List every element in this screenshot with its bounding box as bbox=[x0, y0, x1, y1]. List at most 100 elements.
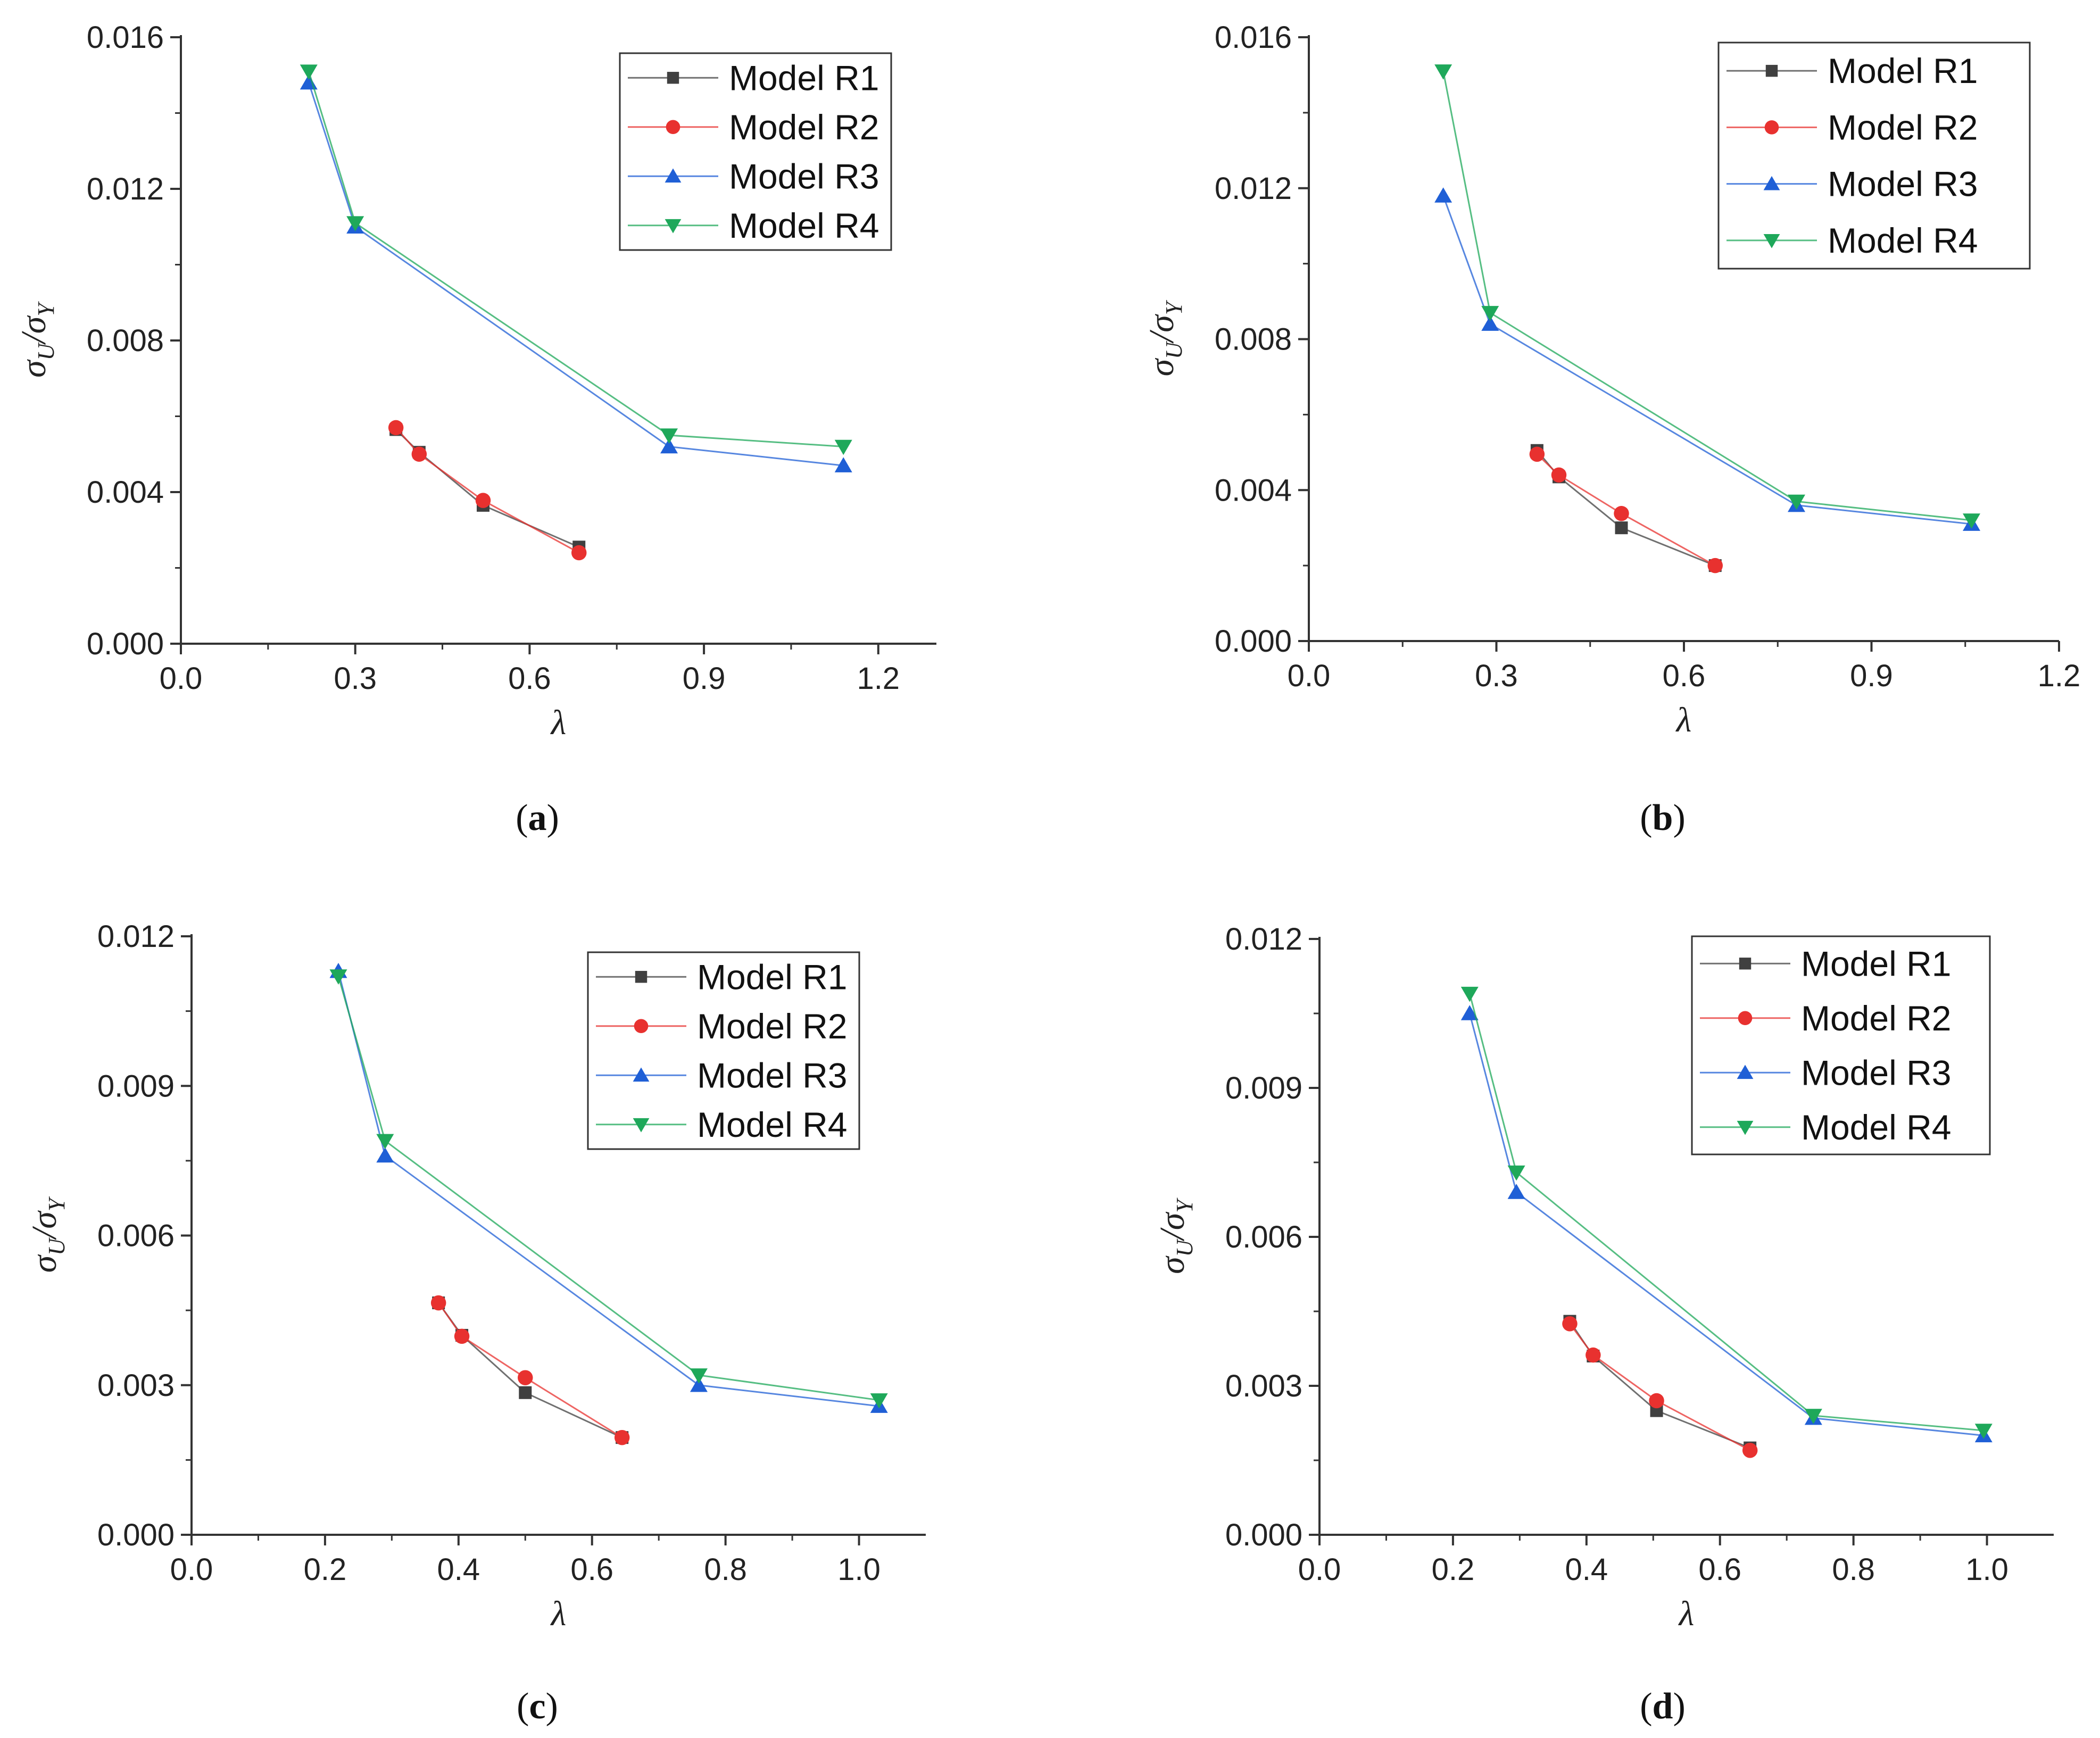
x-tick-label: 0.6 bbox=[508, 661, 551, 696]
x-tick-label: 0.0 bbox=[170, 1552, 213, 1587]
panel-caption: (b) bbox=[1640, 797, 1686, 838]
y-axis-label: σU/σY bbox=[1153, 1198, 1198, 1274]
data-point bbox=[1507, 1184, 1525, 1199]
legend-marker bbox=[667, 72, 679, 84]
data-point bbox=[1614, 505, 1629, 521]
legend-marker bbox=[1764, 120, 1779, 135]
x-tick-label: 0.9 bbox=[683, 661, 726, 696]
data-point bbox=[1562, 1316, 1578, 1332]
y-tick-label: 0.004 bbox=[87, 475, 164, 510]
x-tick-label: 0.0 bbox=[160, 661, 203, 696]
legend-label: Model R4 bbox=[697, 1105, 847, 1144]
data-point bbox=[690, 1377, 708, 1392]
legend-marker bbox=[1739, 958, 1752, 970]
series-line bbox=[1442, 71, 1972, 521]
data-point bbox=[1551, 467, 1567, 483]
legend-box bbox=[1717, 41, 2031, 270]
x-tick-label: 0.4 bbox=[1565, 1552, 1608, 1587]
data-point bbox=[1742, 1443, 1758, 1458]
legend-label: Model R4 bbox=[1828, 221, 1978, 260]
y-tick-label: 0.006 bbox=[1225, 1220, 1302, 1254]
legend: Model R1 Model R2 Model R3 Model R4 bbox=[587, 951, 860, 1150]
data-point bbox=[1963, 513, 1980, 529]
series-line bbox=[308, 82, 844, 467]
x-tick-label: 0.9 bbox=[1850, 659, 1893, 693]
y-tick-label: 0.000 bbox=[97, 1518, 175, 1552]
data-point bbox=[376, 1147, 394, 1163]
series-line bbox=[395, 427, 579, 554]
series-r1 bbox=[1563, 1315, 1757, 1454]
legend-marker bbox=[1737, 1120, 1754, 1135]
series-r4 bbox=[1460, 986, 1993, 1439]
series-line bbox=[308, 71, 844, 447]
x-tick-label: 0.6 bbox=[1663, 659, 1706, 693]
legend-label: Model R2 bbox=[1801, 999, 1951, 1038]
legend-marker bbox=[1765, 64, 1778, 77]
series-r1 bbox=[389, 423, 586, 554]
panel-caption: (c) bbox=[517, 1686, 558, 1727]
legend-label: Model R2 bbox=[697, 1007, 847, 1046]
x-tick-label: 0.6 bbox=[570, 1552, 613, 1587]
legend-box bbox=[619, 52, 892, 251]
y-tick-label: 0.006 bbox=[97, 1219, 175, 1253]
panel-caption: (d) bbox=[1640, 1686, 1686, 1727]
data-point bbox=[1481, 306, 1499, 321]
legend: Model R1 Model R2 Model R3 Model R4 bbox=[619, 52, 892, 251]
legend-marker bbox=[1737, 1065, 1754, 1079]
data-point bbox=[1481, 315, 1499, 331]
data-point bbox=[834, 439, 852, 455]
legend-box bbox=[1691, 935, 1991, 1155]
x-tick-label: 0.3 bbox=[334, 661, 377, 696]
legend-marker bbox=[635, 971, 648, 983]
legend-marker bbox=[1738, 1011, 1753, 1026]
legend-label: Model R4 bbox=[729, 206, 879, 245]
chart-panel-d: 0.0 0.2 0.4 0.6 0.8 1.0 0.000 0.003 0.006 0.009 0.… bbox=[1153, 922, 2054, 1727]
data-point bbox=[1434, 187, 1452, 203]
x-tick-label: 0.0 bbox=[1288, 659, 1331, 693]
data-point bbox=[376, 1134, 394, 1150]
series-r1 bbox=[432, 1296, 629, 1444]
y-tick-label: 0.000 bbox=[1215, 624, 1292, 659]
legend-marker bbox=[634, 1019, 649, 1034]
data-point bbox=[1707, 558, 1723, 573]
data-point bbox=[1434, 64, 1452, 80]
legend-label: Model R3 bbox=[1801, 1053, 1951, 1092]
legend-marker bbox=[633, 1118, 650, 1133]
data-point bbox=[430, 1295, 446, 1311]
data-point bbox=[1529, 446, 1545, 462]
legend-marker bbox=[666, 120, 680, 135]
legend-marker bbox=[665, 219, 682, 234]
y-tick-label: 0.016 bbox=[1215, 20, 1292, 55]
series-line bbox=[1569, 1320, 1750, 1449]
data-point bbox=[660, 438, 678, 454]
series-r2 bbox=[388, 420, 587, 561]
data-point bbox=[690, 1368, 708, 1384]
legend-label: Model R4 bbox=[1801, 1108, 1951, 1147]
data-point bbox=[454, 1328, 470, 1344]
legend-label: Model R1 bbox=[1828, 51, 1978, 90]
legend-label: Model R2 bbox=[729, 107, 879, 147]
series-r4 bbox=[329, 969, 888, 1409]
data-point bbox=[346, 216, 364, 231]
data-point bbox=[1649, 1393, 1664, 1409]
y-tick-label: 0.008 bbox=[1215, 322, 1292, 357]
series-line bbox=[1468, 993, 1984, 1432]
series-line bbox=[1442, 195, 1972, 525]
legend-label: Model R1 bbox=[697, 957, 847, 996]
series-line bbox=[437, 1302, 622, 1438]
data-point bbox=[388, 420, 404, 436]
series-line bbox=[1468, 1013, 1984, 1436]
legend-label: Model R3 bbox=[1828, 164, 1978, 204]
series-line bbox=[437, 1302, 622, 1438]
data-point bbox=[614, 1429, 630, 1445]
legend-marker bbox=[665, 168, 682, 183]
x-tick-label: 0.2 bbox=[304, 1552, 347, 1587]
y-tick-label: 0.012 bbox=[1225, 922, 1302, 957]
y-axis-label: σU/σY bbox=[1142, 300, 1187, 376]
x-tick-label: 0.2 bbox=[1432, 1552, 1475, 1587]
x-tick-label: 0.3 bbox=[1475, 659, 1518, 693]
x-tick-label: 1.0 bbox=[837, 1552, 881, 1587]
series-r3 bbox=[1434, 187, 1980, 531]
x-tick-label: 1.2 bbox=[857, 661, 900, 696]
data-point bbox=[1974, 1424, 1993, 1439]
